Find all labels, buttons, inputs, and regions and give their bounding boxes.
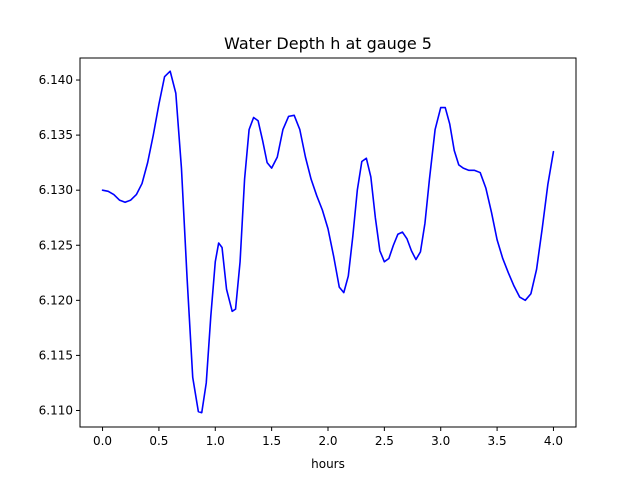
x-axis: 0.0 0.5 1.0 1.5 2.0 2.5 3.0 3.5 4.0 <box>93 427 563 448</box>
x-tick-label: 1.0 <box>206 434 225 448</box>
x-tick-label: 2.0 <box>318 434 337 448</box>
y-tick-label: 6.125 <box>39 238 73 252</box>
plot-frame <box>79 57 577 428</box>
y-tick-label: 6.140 <box>39 73 73 87</box>
x-tick-label: 2.5 <box>375 434 394 448</box>
x-axis-label: hours <box>311 457 345 471</box>
x-tick-label: 4.0 <box>544 434 563 448</box>
x-tick-label: 1.5 <box>262 434 281 448</box>
y-tick-label: 6.115 <box>39 348 73 362</box>
y-axis: 6.110 6.115 6.120 6.125 6.130 6.135 6.140 <box>39 73 80 417</box>
x-tick-label: 3.0 <box>431 434 450 448</box>
series-line-0 <box>101 70 555 414</box>
x-tick-label: 3.5 <box>488 434 507 448</box>
chart-title: Water Depth h at gauge 5 <box>224 34 432 53</box>
plot-area <box>79 57 577 428</box>
x-tick-label: 0.5 <box>149 434 168 448</box>
y-tick-label: 6.135 <box>39 128 73 142</box>
y-tick-label: 6.130 <box>39 183 73 197</box>
y-tick-label: 6.120 <box>39 293 73 307</box>
x-tick-label: 0.0 <box>93 434 112 448</box>
y-tick-label: 6.110 <box>39 403 73 417</box>
